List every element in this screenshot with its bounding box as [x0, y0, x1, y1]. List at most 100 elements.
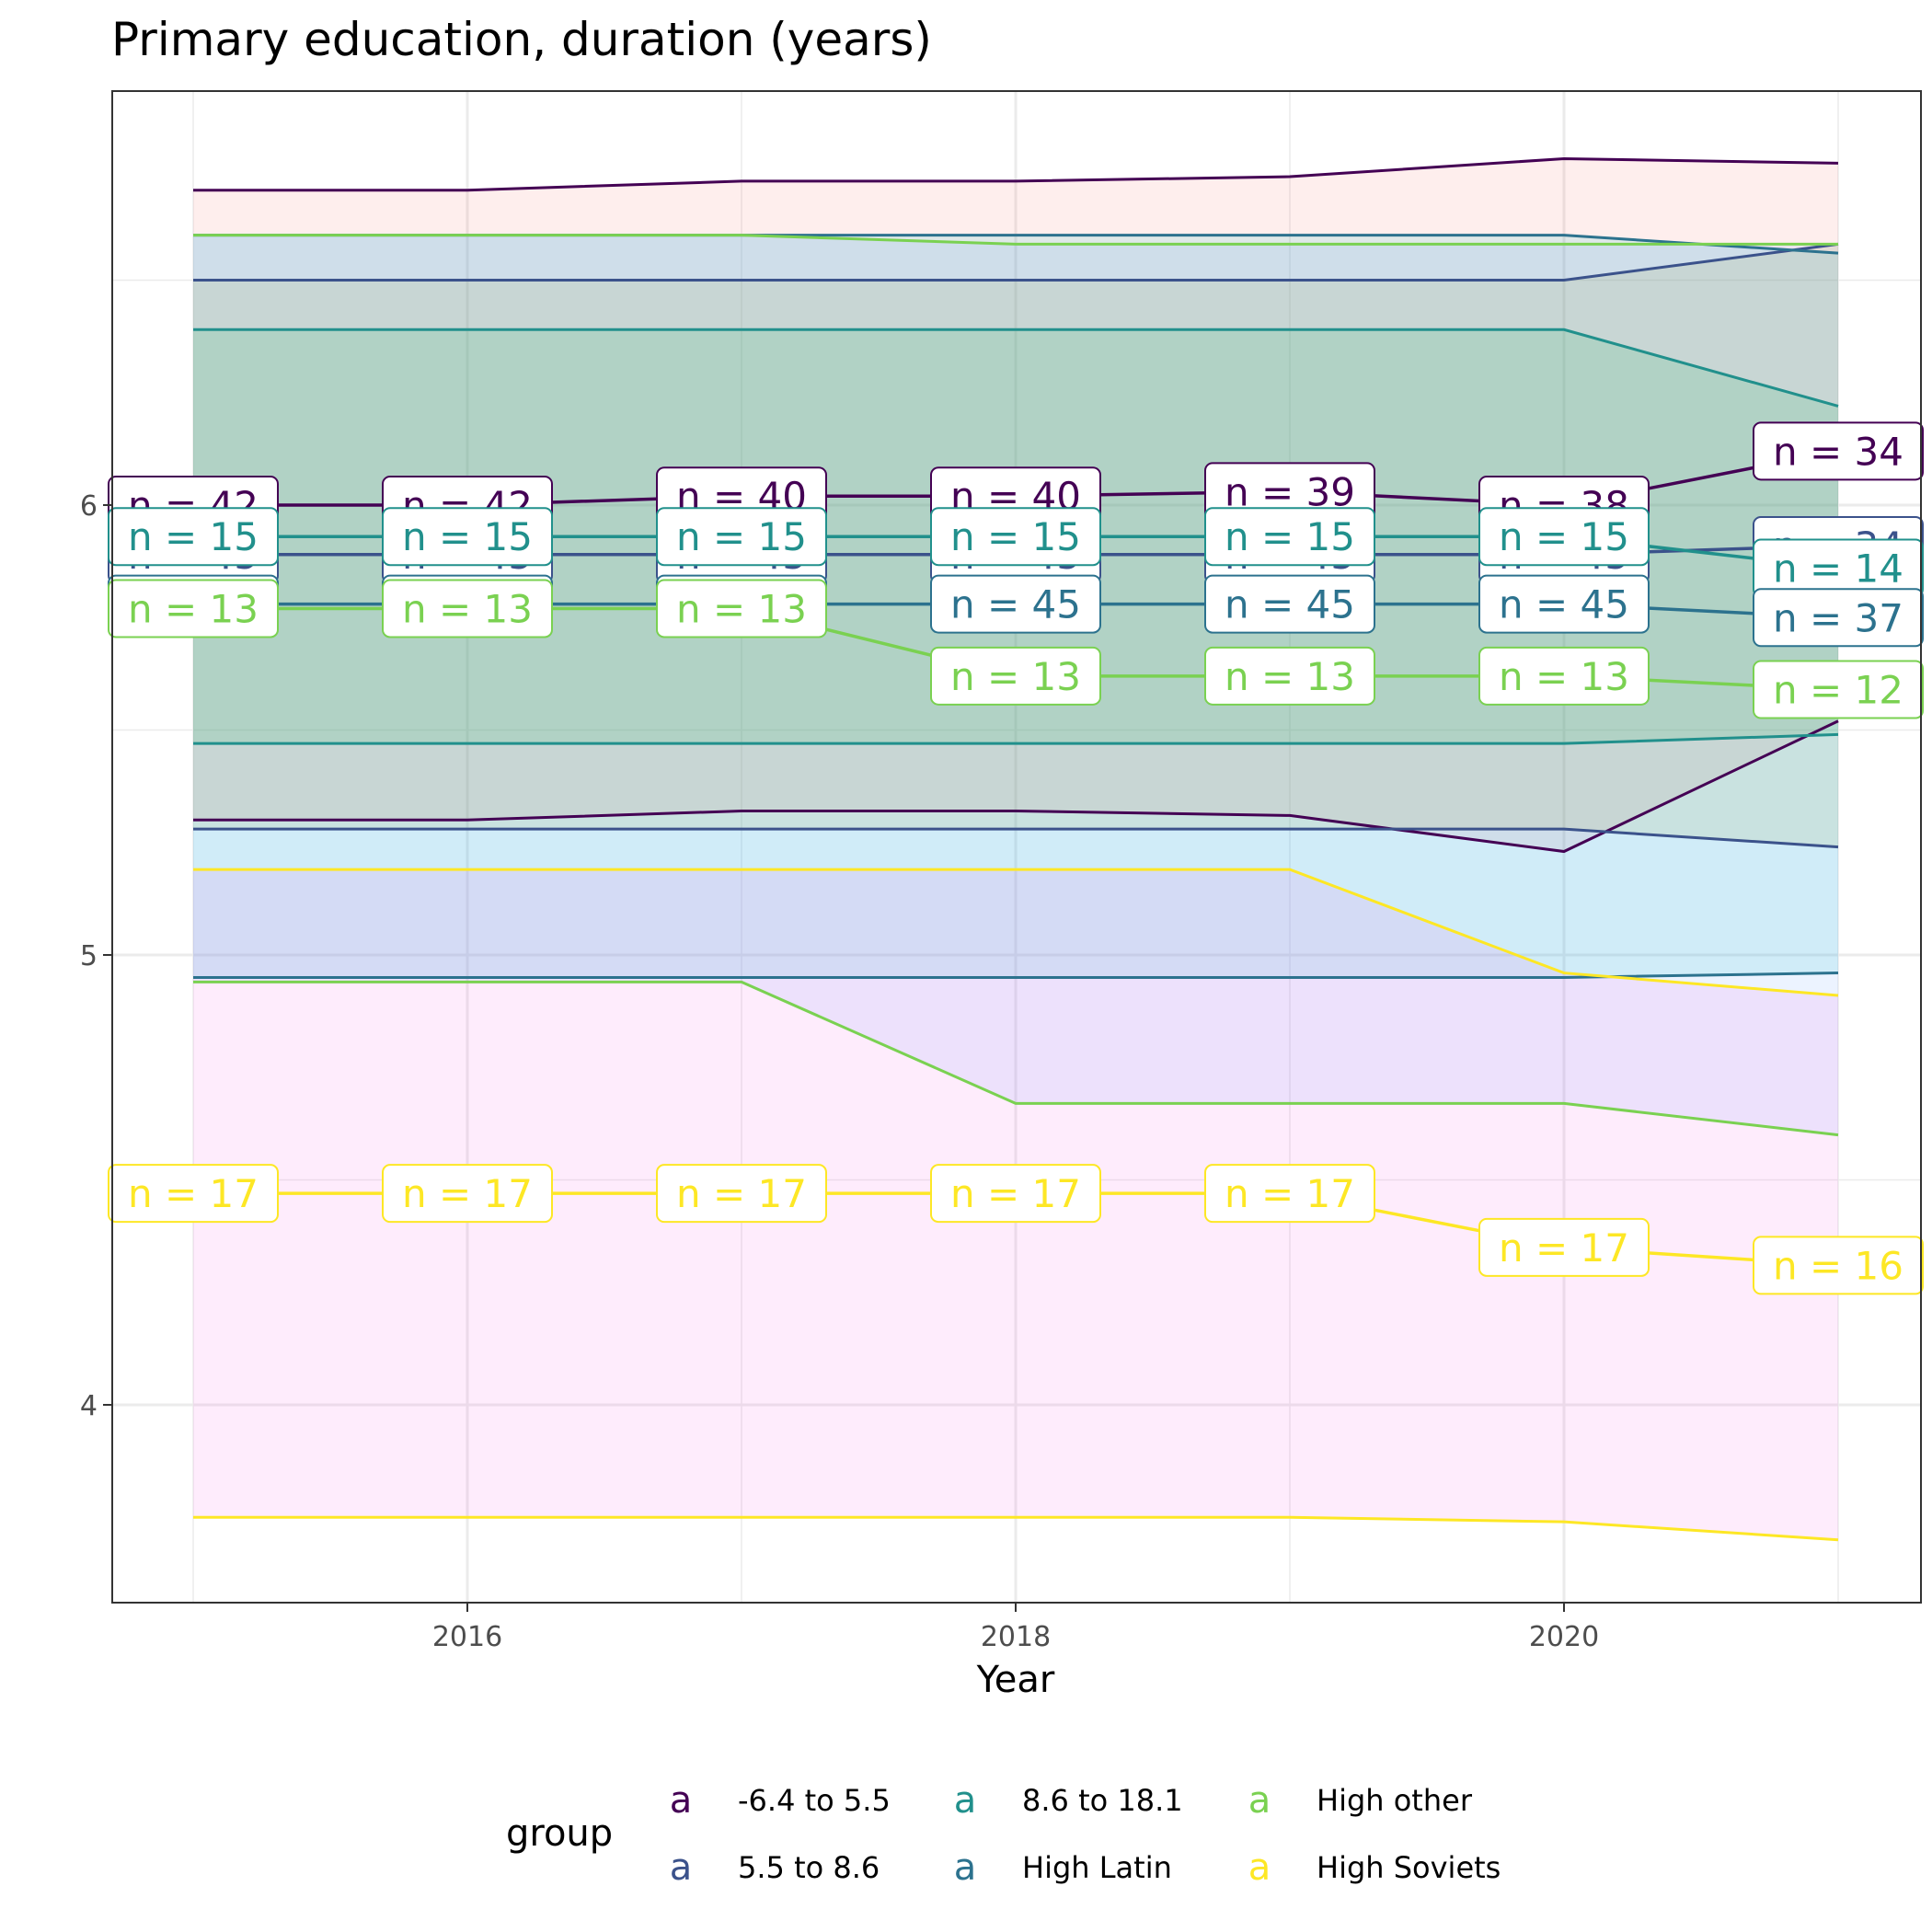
- n-label-box: [1204, 646, 1375, 706]
- n-label-text: n = 45: [950, 582, 1081, 627]
- lower-bound-line: [193, 980, 1839, 1137]
- upper-bound-line: [193, 868, 1839, 997]
- n-label-box: [930, 1164, 1101, 1224]
- legend-key: a: [670, 1846, 693, 1889]
- n-label: n = 17: [1478, 1217, 1650, 1277]
- legend-label: -6.4 to 5.5: [738, 1783, 891, 1818]
- n-label-box: [1753, 588, 1924, 648]
- n-label: n = 13: [108, 579, 279, 638]
- n-label-text: n = 15: [402, 514, 533, 559]
- n-label: n = 13: [382, 579, 553, 638]
- n-label-box: [1478, 1217, 1650, 1277]
- upper-bound-line: [193, 242, 1839, 282]
- n-label-box: [1204, 1164, 1375, 1224]
- n-label-box: [1753, 660, 1924, 719]
- x-tick-label: 2016: [432, 1621, 502, 1653]
- n-label-box: [1753, 1236, 1924, 1295]
- n-label-text: n = 13: [1225, 654, 1355, 699]
- n-label-text: n = 17: [950, 1171, 1081, 1216]
- n-label: n = 17: [108, 1164, 279, 1224]
- lower-bound-line: [193, 719, 1839, 854]
- n-label: n = 15: [1204, 507, 1375, 567]
- n-label: n = 15: [382, 507, 553, 567]
- n-label-box: [382, 507, 553, 567]
- legend-key: a: [670, 1779, 693, 1822]
- n-label-text: n = 15: [1499, 514, 1629, 559]
- y-tick-label: 4: [80, 1390, 98, 1422]
- x-tick-label: 2018: [981, 1621, 1051, 1653]
- n-label-text: n = 45: [1499, 582, 1629, 627]
- n-label: n = 17: [1204, 1164, 1375, 1224]
- bound-lines: [193, 156, 1839, 1542]
- legend-label: High Latin: [1022, 1850, 1172, 1885]
- ribbons: [193, 158, 1838, 1540]
- n-label-text: n = 15: [950, 514, 1081, 559]
- n-label-box: [1478, 507, 1650, 567]
- n-label-text: n = 37: [1773, 595, 1903, 640]
- n-label: n = 13: [1478, 646, 1650, 706]
- n-label: n = 45: [1204, 574, 1375, 634]
- n-label: n = 15: [656, 507, 827, 567]
- lower-bound-line: [193, 732, 1839, 745]
- n-label: n = 45: [930, 574, 1101, 634]
- n-label-box: [382, 579, 553, 638]
- legend-key: a: [954, 1779, 977, 1822]
- n-label-text: n = 15: [676, 514, 807, 559]
- legend-label: High other: [1317, 1783, 1473, 1818]
- n-label-box: [930, 646, 1101, 706]
- n-label: n = 39: [1204, 462, 1375, 522]
- legend-label: 5.5 to 8.6: [738, 1850, 880, 1885]
- n-label-text: n = 12: [1773, 667, 1903, 712]
- n-label-text: n = 15: [128, 514, 259, 559]
- n-label: n = 15: [1478, 507, 1650, 567]
- n-label: n = 13: [930, 646, 1101, 706]
- grid-lines: [112, 91, 1921, 1603]
- n-label: n = 34: [1753, 421, 1924, 481]
- legend-label: High Soviets: [1317, 1850, 1501, 1885]
- n-label-box: [656, 1164, 827, 1224]
- n-label: n = 13: [1204, 646, 1375, 706]
- n-label-box: [1478, 574, 1650, 634]
- n-label: n = 15: [108, 507, 279, 567]
- n-label-text: n = 34: [1773, 429, 1903, 474]
- upper-bound-line: [193, 156, 1839, 192]
- n-label: n = 17: [382, 1164, 553, 1224]
- lower-bound-line: [193, 827, 1839, 849]
- legend-title: group: [506, 1812, 613, 1855]
- n-label-text: n = 17: [676, 1171, 807, 1216]
- x-axis: 2016 2018 2020: [432, 1603, 1599, 1653]
- n-label: n = 37: [1753, 588, 1924, 648]
- n-label-box: [1204, 574, 1375, 634]
- n-label-text: n = 15: [1225, 514, 1355, 559]
- legend-key: a: [1248, 1846, 1271, 1889]
- n-label: n = 13: [656, 579, 827, 638]
- n-label-text: n = 45: [1225, 582, 1355, 627]
- legend-label: 8.6 to 18.1: [1022, 1783, 1183, 1818]
- n-label-box: [108, 507, 279, 567]
- upper-bound-line: [193, 328, 1839, 408]
- n-label: n = 17: [930, 1164, 1101, 1224]
- n-label-box: [1478, 646, 1650, 706]
- legend: group a -6.4 to 5.5 a 5.5 to 8.6 a 8.6 to 18.…: [506, 1779, 1501, 1889]
- n-label-text: n = 13: [676, 586, 807, 631]
- chart-title: Primary education, duration (years): [111, 13, 932, 66]
- n-label: n = 17: [656, 1164, 827, 1224]
- n-label-text: n = 39: [1225, 469, 1355, 514]
- n-label-box: [1204, 507, 1375, 567]
- n-label-box: [108, 1164, 279, 1224]
- n-label: n = 14: [1753, 538, 1924, 598]
- lower-bound-line: [193, 1515, 1839, 1542]
- n-label-text: n = 13: [1499, 654, 1629, 699]
- n-label: n = 15: [930, 507, 1101, 567]
- y-axis: 4 5 6: [80, 490, 112, 1422]
- n-labels: n = 42 n = 42 n = 40 n = 40 n = 39 n = 38n = …: [108, 421, 1924, 1295]
- n-label-text: n = 17: [402, 1171, 533, 1216]
- upper-bound-line: [193, 234, 1838, 246]
- legend-key: a: [954, 1846, 977, 1889]
- n-label-text: n = 17: [1225, 1171, 1355, 1216]
- n-label-box: [1753, 421, 1924, 481]
- n-label-box: [930, 507, 1101, 567]
- n-label-box: [656, 507, 827, 567]
- x-tick-label: 2020: [1529, 1621, 1599, 1653]
